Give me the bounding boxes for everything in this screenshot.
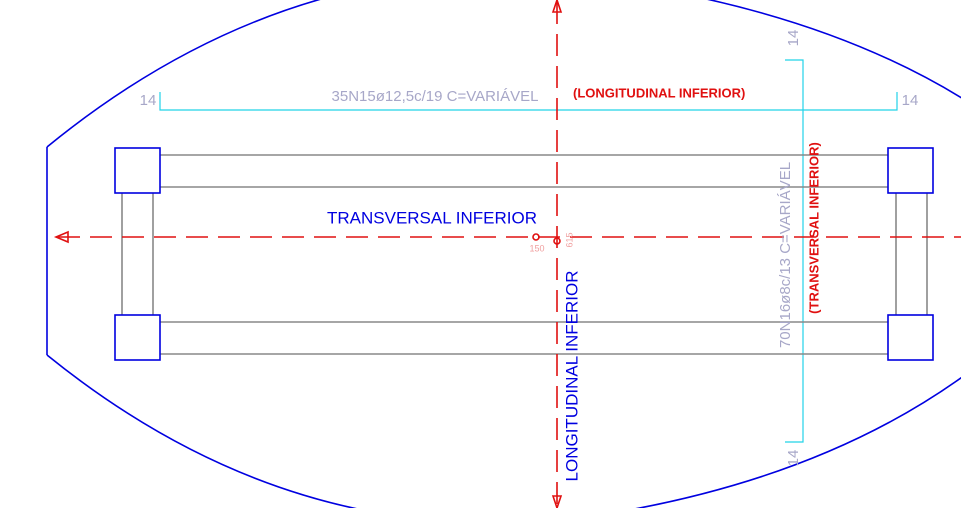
dimension-lines — [159, 59, 898, 443]
axes — [53, 0, 961, 508]
outline-bottom — [46, 354, 961, 508]
dimension-vertical — [785, 59, 804, 443]
axis-label: LONGITUDINAL INFERIOR — [562, 271, 581, 482]
cap — [887, 147, 934, 194]
point — [532, 233, 540, 241]
outline — [46, 0, 961, 508]
bar-tag: (TRANSVERSAL INFERIOR) — [806, 142, 821, 314]
bar-label: 70N16ø8c/13 C=VARIÁVEL — [777, 162, 794, 348]
cap — [114, 314, 161, 361]
caps — [114, 147, 934, 361]
axis-label: TRANSVERSAL INFERIOR — [327, 208, 537, 227]
arrow — [551, 495, 563, 508]
hook-label: 14 — [785, 30, 802, 47]
arrow — [53, 230, 69, 244]
dimension-horizontal — [159, 92, 898, 111]
bar-tag: (LONGITUDINAL INFERIOR) — [573, 85, 745, 100]
bars — [121, 154, 928, 355]
cap — [887, 314, 934, 361]
point-label: 150 — [529, 243, 544, 253]
hook-label: 14 — [140, 92, 157, 109]
cap — [114, 147, 161, 194]
hook-label: 14 — [902, 92, 919, 109]
point-label: 615 — [564, 232, 574, 247]
arrow — [551, 0, 563, 13]
bar-label: 35N15ø12,5c/19 C=VARIÁVEL — [332, 88, 539, 105]
outline-top — [46, 0, 961, 148]
point — [553, 237, 561, 245]
hook-label: 14 — [785, 450, 802, 467]
